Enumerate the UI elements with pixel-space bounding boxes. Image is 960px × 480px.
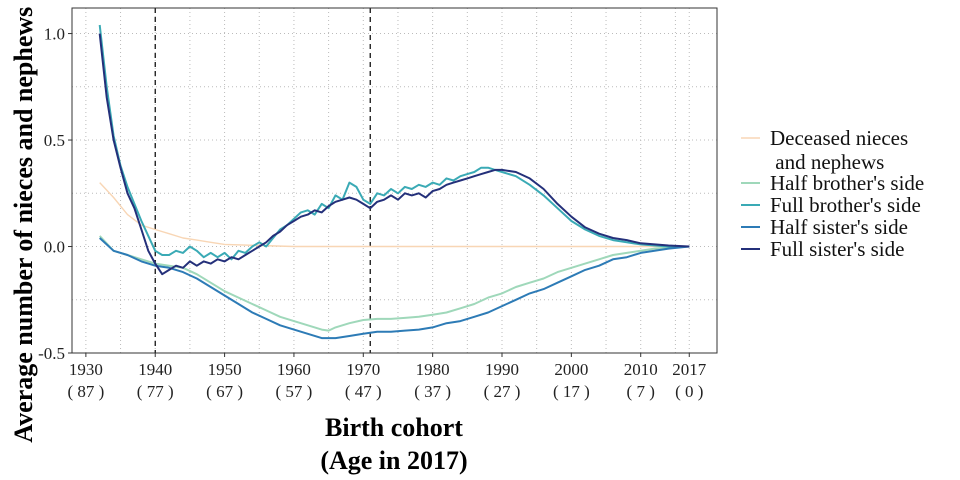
- x-tick-label: 2000: [554, 360, 588, 379]
- x-tick-age-label: ( 7 ): [627, 382, 655, 401]
- x-tick-label: 1940: [138, 360, 172, 379]
- x-tick-label: 1930: [69, 360, 103, 379]
- legend-label-3: Full brother's side: [770, 193, 921, 217]
- series-lines: [98, 24, 690, 340]
- y-tick-label: 0.5: [44, 131, 65, 150]
- x-tick-label: 1990: [485, 360, 519, 379]
- x-tick-label: 2017: [672, 360, 707, 379]
- reference-lines: [154, 8, 371, 353]
- x-axis-title: Birth cohort: [325, 413, 463, 442]
- series-line-2: [98, 235, 690, 332]
- legend-label-2: Half brother's side: [770, 171, 924, 195]
- legend-label-5: Full sister's side: [770, 237, 904, 261]
- y-tick-label: 1.0: [44, 25, 65, 44]
- x-tick-age-label: ( 67 ): [206, 382, 243, 401]
- x-tick-age-label: ( 87 ): [67, 382, 104, 401]
- legend-label-4: Half sister's side: [770, 215, 908, 239]
- grid: [72, 8, 717, 354]
- y-tick-label: -0.5: [38, 344, 65, 363]
- legend-label-1: and nephews: [770, 150, 884, 174]
- x-tick-age-label: ( 57 ): [276, 382, 313, 401]
- x-tick-age-label: ( 17 ): [553, 382, 590, 401]
- series-line-5: [98, 33, 690, 276]
- series-line-4: [99, 237, 690, 340]
- y-axis-title: Average number of nieces and nephews (SC: [9, 0, 38, 443]
- x-axis-subtitle: (Age in 2017): [320, 446, 467, 475]
- y-axis-ticks: 1.0 0.5 0.0 -0.5: [38, 25, 72, 363]
- x-tick-age-label: ( 47 ): [345, 382, 382, 401]
- plot-frame: [71, 7, 718, 354]
- x-axis-ticks: 1930 ( 87 ) 1940 ( 77 ) 1950 ( 67 ) 1960 ( 57 )…: [67, 353, 707, 401]
- x-tick-label: 1970: [346, 360, 380, 379]
- series-line-3: [98, 24, 690, 261]
- x-tick-label: 1950: [208, 360, 242, 379]
- x-tick-age-label: ( 37 ): [414, 382, 451, 401]
- legend-label-1: Deceased nieces: [770, 126, 908, 150]
- x-tick-age-label: ( 77 ): [137, 382, 174, 401]
- x-tick-label: 1980: [416, 360, 450, 379]
- x-tick-age-label: ( 27 ): [484, 382, 521, 401]
- x-tick-label: 1960: [277, 360, 311, 379]
- x-tick-label: 2010: [624, 360, 658, 379]
- x-tick-age-label: ( 0 ): [675, 382, 703, 401]
- y-tick-label: 0.0: [44, 238, 65, 257]
